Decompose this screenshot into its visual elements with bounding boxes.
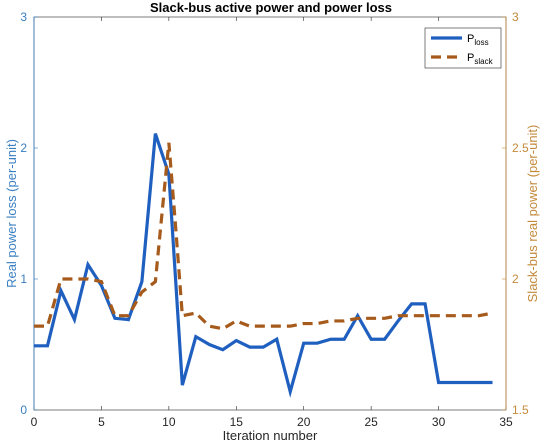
- x-tick-label: 5: [98, 415, 105, 429]
- x-tick-label: 30: [432, 415, 446, 429]
- y-left-tick-label: 2: [20, 141, 27, 155]
- series-layer: [34, 133, 493, 398]
- y-left-tick-label: 1: [20, 272, 27, 286]
- y-right-tick-label: 2: [512, 272, 519, 286]
- legend-box: [424, 27, 502, 69]
- y-axis-left-label: Real power loss (per-unit): [4, 139, 19, 288]
- y-left-tick-label: 0: [20, 403, 27, 417]
- plot-area: [33, 16, 507, 411]
- series-slack-line: [34, 142, 493, 331]
- y-right-tick-label: 3: [512, 10, 519, 24]
- x-tick-label: 15: [230, 415, 244, 429]
- y-left-tick-label: 3: [20, 10, 27, 24]
- plot-frame: [33, 16, 507, 411]
- y-right-tick-label: 2.5: [512, 141, 529, 155]
- x-tick-label: 35: [499, 415, 513, 429]
- y-right-tick-label: 1.5: [512, 403, 529, 417]
- x-tick-label: 10: [162, 415, 176, 429]
- chart-title: Slack-bus active power and power loss: [150, 0, 392, 15]
- x-tick-label: 0: [31, 415, 38, 429]
- y-axis-right-label: Slack-bus real power (per-unit): [525, 125, 540, 303]
- y-axis-right: 1.5 2 2.5 3: [502, 10, 529, 417]
- x-tick-label: 20: [297, 415, 311, 429]
- x-tick-label: 25: [364, 415, 378, 429]
- x-axis-label: Iteration number: [223, 428, 318, 443]
- x-axis: 0 5 10 15 20 25 30 35: [31, 17, 513, 429]
